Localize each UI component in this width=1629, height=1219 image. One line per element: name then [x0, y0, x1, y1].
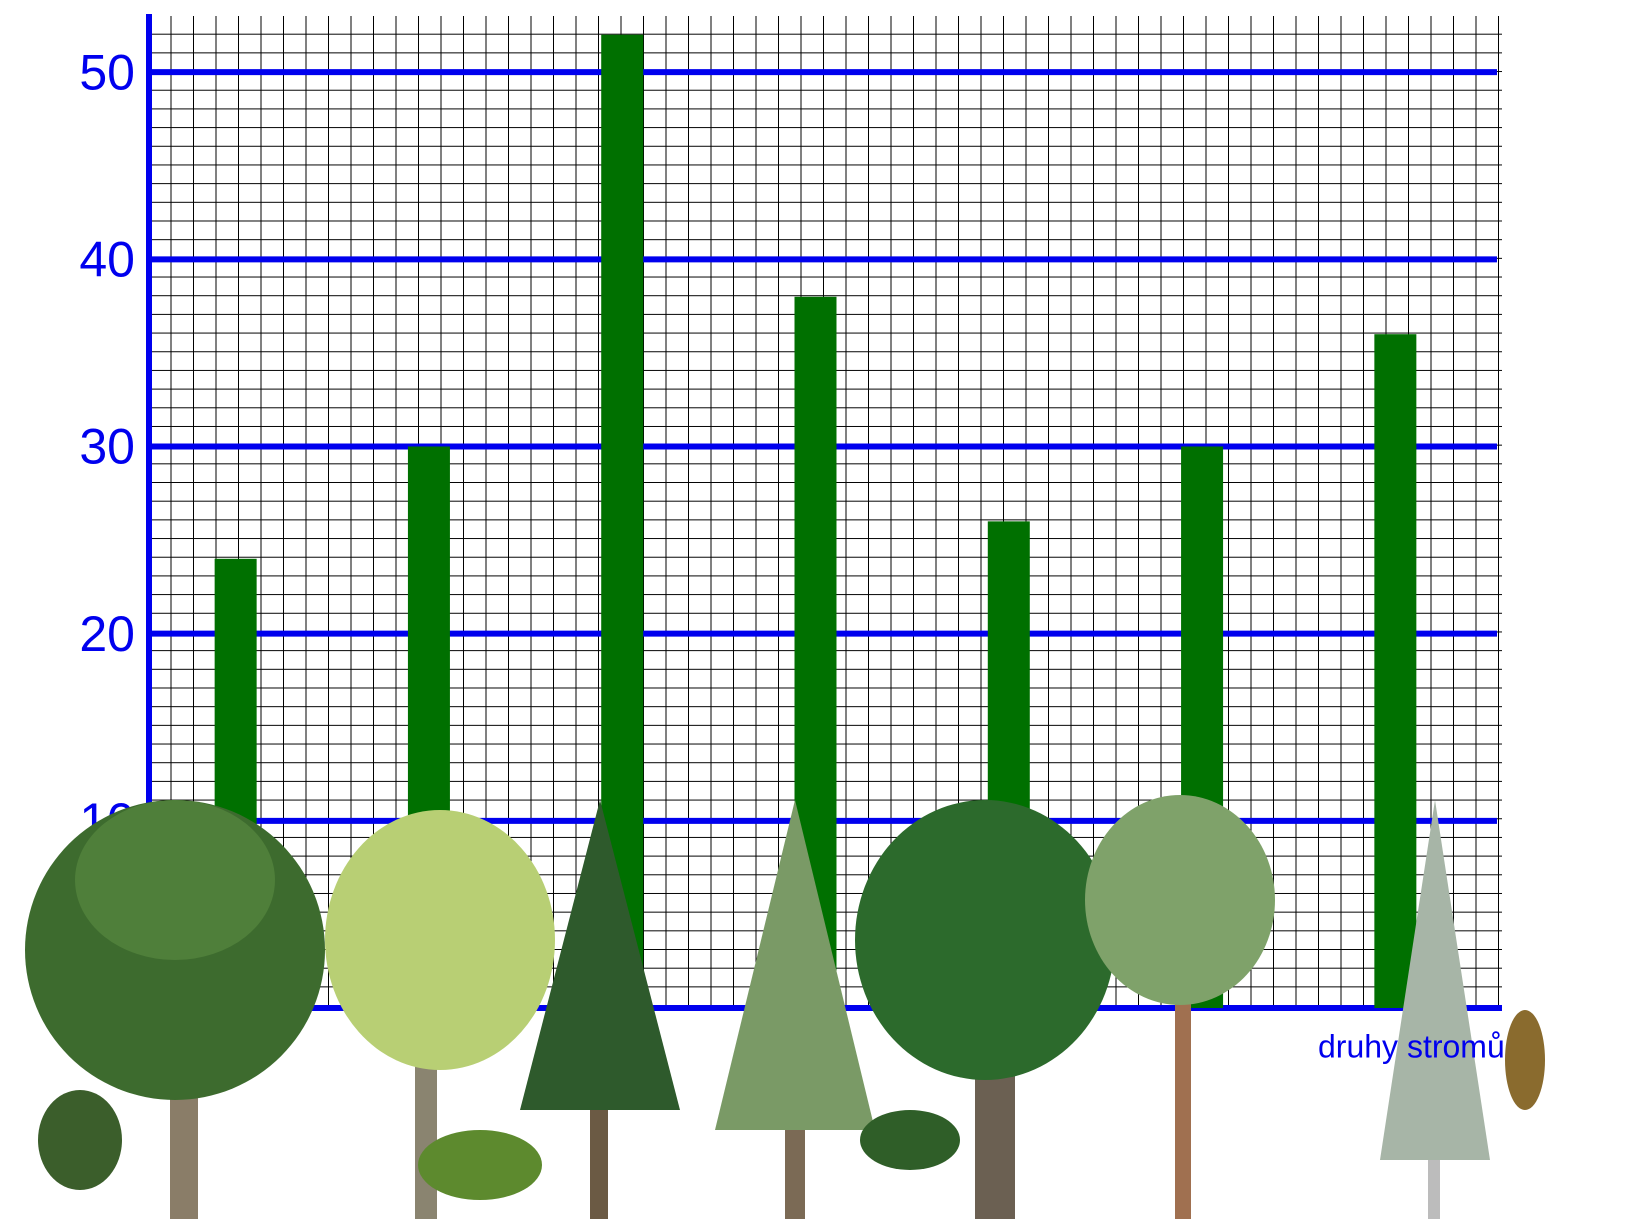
cone	[1505, 1010, 1545, 1110]
y-tick-label: 20	[79, 606, 135, 662]
tree-crown	[1085, 795, 1275, 1005]
leaf	[418, 1130, 542, 1200]
tree-crown	[75, 800, 275, 960]
tree-crown	[855, 800, 1115, 1080]
y-tick-label: 50	[79, 44, 135, 100]
y-tick-label: 30	[79, 419, 135, 475]
leaf	[38, 1090, 122, 1190]
trunk	[1175, 980, 1191, 1219]
tree-illustrations	[25, 795, 1545, 1219]
tree-crown	[520, 800, 680, 1110]
tree-crown	[1380, 800, 1490, 1160]
bar	[1374, 334, 1417, 1008]
tree-crown	[715, 800, 875, 1130]
leaf	[860, 1110, 960, 1170]
y-tick-label: 40	[79, 232, 135, 288]
tree-crown	[325, 810, 555, 1070]
x-axis-label: druhy stromů	[1318, 1028, 1505, 1064]
